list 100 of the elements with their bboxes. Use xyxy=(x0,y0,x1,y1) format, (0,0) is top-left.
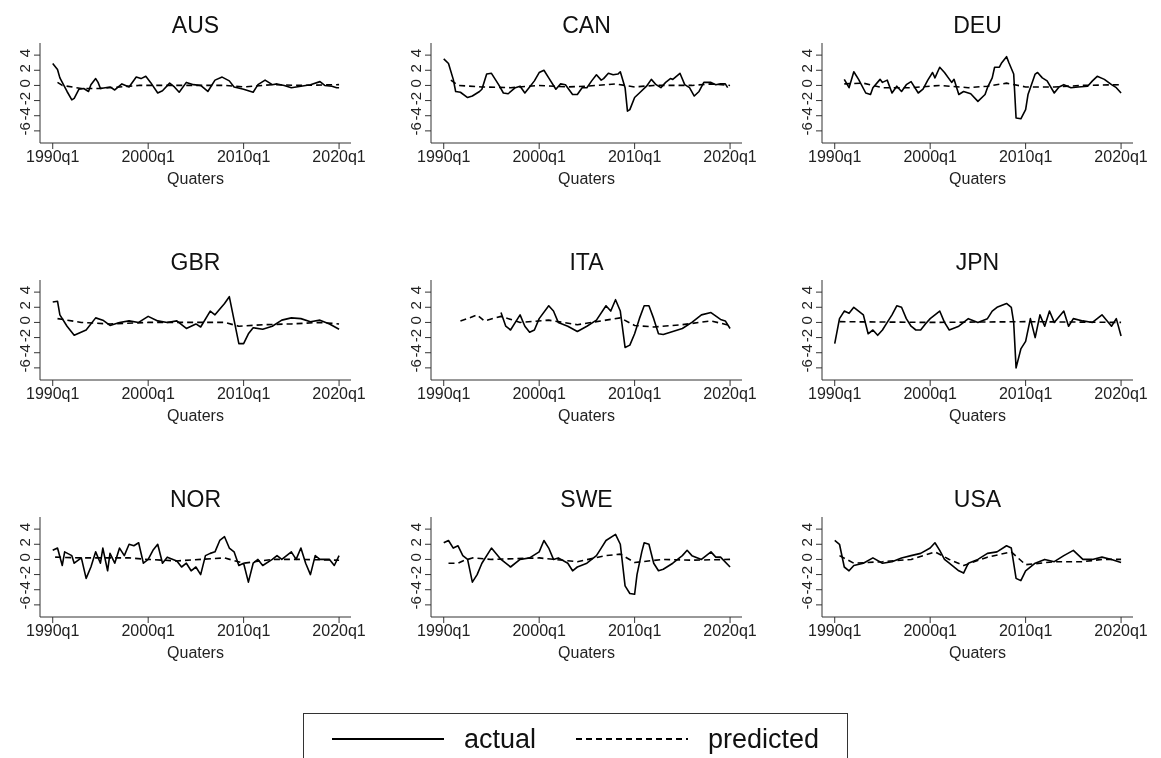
chart-title: SWE xyxy=(559,486,614,513)
line-series xyxy=(51,295,340,345)
x-axis-title: Quaters xyxy=(949,644,1006,661)
y-tick-label: -6 xyxy=(407,596,424,610)
x-axis-title: Quaters xyxy=(558,644,615,661)
x-tick-label: 2000q1 xyxy=(903,148,957,166)
x-tick-label: 2010q1 xyxy=(607,385,662,403)
chart-title: AUS xyxy=(170,12,221,39)
legend-label: actual xyxy=(463,723,536,755)
y-tick-label: 0 xyxy=(407,79,424,88)
chart-title: JPN xyxy=(954,249,1001,276)
x-tick-label: 1990q1 xyxy=(417,385,471,403)
y-tick-label: -6 xyxy=(407,359,424,373)
x-tick-label: 2000q1 xyxy=(512,385,566,403)
line-series xyxy=(51,535,340,583)
y-tick-label: 4 xyxy=(407,522,424,532)
line-series xyxy=(833,539,1122,582)
x-tick-label: 2010q1 xyxy=(216,385,271,403)
x-axis-title: Quaters xyxy=(949,170,1006,187)
y-tick-label: -4 xyxy=(798,107,815,121)
y-tick-label: 2 xyxy=(798,64,815,73)
chart-title: CAN xyxy=(561,12,612,39)
y-tick-label: 2 xyxy=(16,64,33,73)
legend-label: predicted xyxy=(707,723,820,755)
y-tick-label: 0 xyxy=(16,553,33,562)
x-tick-label: 2010q1 xyxy=(998,622,1053,640)
x-axis-title: Quaters xyxy=(167,170,224,187)
y-tick-label: -4 xyxy=(407,107,424,121)
x-tick-label: 2000q1 xyxy=(512,622,566,640)
y-tick-label: -6 xyxy=(798,122,815,136)
chart-title: GBR xyxy=(169,249,222,276)
y-tick-label: 0 xyxy=(407,553,424,562)
x-tick-label: 1990q1 xyxy=(808,385,862,403)
line-series xyxy=(843,55,1122,120)
x-tick-label: 2020q1 xyxy=(1094,385,1148,403)
x-axis-title: Quaters xyxy=(558,170,615,187)
y-tick-label: -4 xyxy=(16,581,33,595)
x-tick-label: 1990q1 xyxy=(808,148,862,166)
x-tick-label: 2020q1 xyxy=(1094,148,1148,166)
y-tick-label: -6 xyxy=(407,122,424,136)
y-tick-label: 4 xyxy=(798,522,815,532)
line-series xyxy=(442,58,729,112)
x-tick-label: 2000q1 xyxy=(903,385,957,403)
y-tick-label: 4 xyxy=(16,285,33,295)
x-tick-label: 2010q1 xyxy=(216,148,271,166)
x-tick-label: 2000q1 xyxy=(512,148,566,166)
y-tick-label: -2 xyxy=(798,91,815,106)
x-tick-label: 2000q1 xyxy=(903,622,957,640)
y-tick-label: -6 xyxy=(798,596,815,610)
y-tick-label: -2 xyxy=(407,91,424,106)
x-tick-label: 2000q1 xyxy=(121,385,175,403)
y-tick-label: 2 xyxy=(407,538,424,547)
x-tick-label: 2010q1 xyxy=(607,148,662,166)
y-tick-label: 2 xyxy=(798,301,815,310)
chart-title: NOR xyxy=(168,486,223,513)
y-tick-label: 0 xyxy=(16,316,33,325)
y-tick-label: -4 xyxy=(16,107,33,121)
y-tick-label: 0 xyxy=(407,316,424,325)
chart-title: DEU xyxy=(952,12,1003,39)
y-tick-label: 0 xyxy=(798,316,815,325)
y-tick-label: -2 xyxy=(798,565,815,580)
x-tick-label: 2000q1 xyxy=(121,622,175,640)
x-tick-label: 1990q1 xyxy=(417,148,471,166)
y-tick-label: -4 xyxy=(798,344,815,358)
y-tick-label: 0 xyxy=(798,79,815,88)
y-tick-label: -2 xyxy=(407,328,424,343)
x-tick-label: 2010q1 xyxy=(998,148,1053,166)
y-tick-label: -2 xyxy=(16,565,33,580)
chart-title: USA xyxy=(952,486,1003,513)
y-tick-label: -2 xyxy=(16,91,33,106)
x-tick-label: 2010q1 xyxy=(998,385,1053,403)
line-series xyxy=(833,302,1122,369)
y-tick-label: 0 xyxy=(16,79,33,88)
x-axis-title: Quaters xyxy=(949,407,1006,424)
x-tick-label: 2020q1 xyxy=(312,385,366,403)
x-tick-label: 2020q1 xyxy=(703,622,757,640)
y-tick-label: 4 xyxy=(407,48,424,58)
x-tick-label: 2020q1 xyxy=(703,385,757,403)
x-axis-title: Quaters xyxy=(558,407,615,424)
y-tick-label: -4 xyxy=(798,581,815,595)
y-tick-label: 4 xyxy=(407,285,424,295)
y-tick-label: -2 xyxy=(16,328,33,343)
x-axis-title: Quaters xyxy=(167,644,224,661)
y-tick-label: -6 xyxy=(16,596,33,610)
x-tick-label: 2000q1 xyxy=(121,148,175,166)
line-series xyxy=(442,533,731,596)
x-tick-label: 2020q1 xyxy=(312,148,366,166)
y-tick-label: -2 xyxy=(798,328,815,343)
line-series xyxy=(51,62,340,101)
y-tick-label: -4 xyxy=(407,344,424,358)
chart-title: ITA xyxy=(568,249,605,276)
x-tick-label: 1990q1 xyxy=(26,622,80,640)
x-axis-title: Quaters xyxy=(167,407,224,424)
y-tick-label: 4 xyxy=(798,48,815,58)
y-tick-label: 2 xyxy=(407,64,424,73)
y-tick-label: 2 xyxy=(407,301,424,310)
y-tick-label: 2 xyxy=(16,538,33,547)
y-tick-label: 0 xyxy=(798,553,815,562)
x-tick-label: 1990q1 xyxy=(26,148,80,166)
x-tick-label: 2020q1 xyxy=(1094,622,1148,640)
